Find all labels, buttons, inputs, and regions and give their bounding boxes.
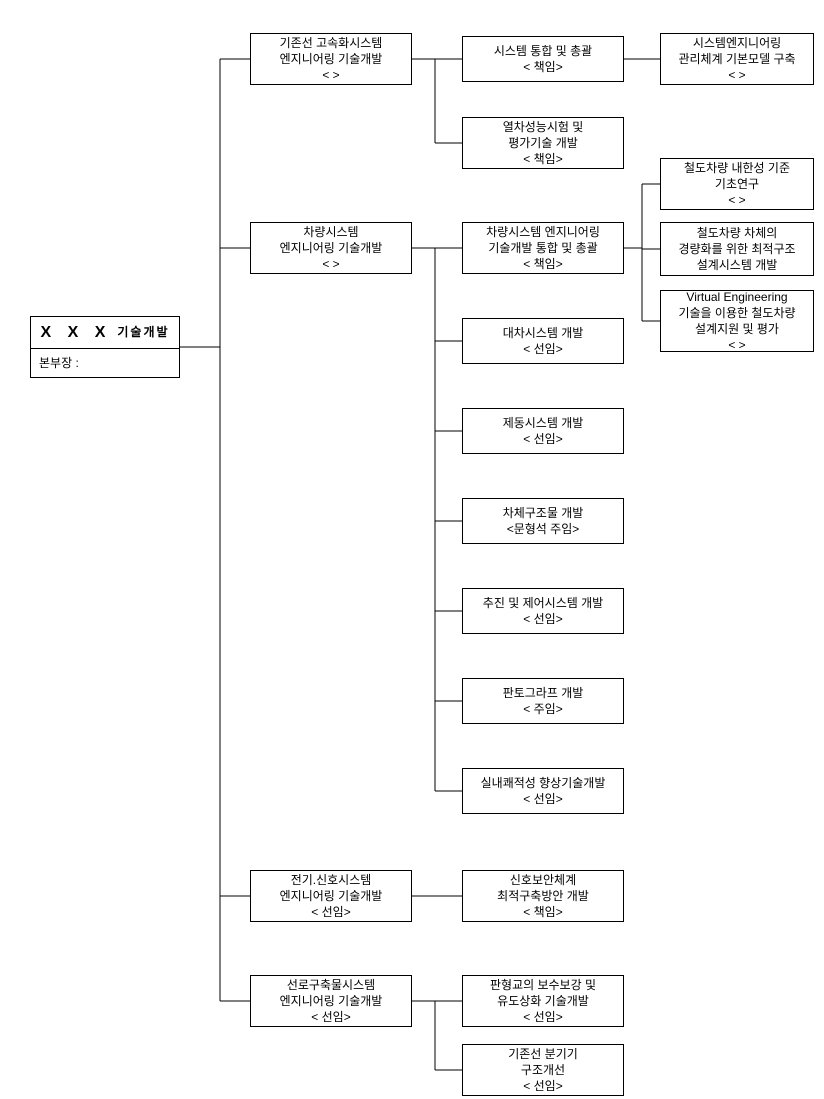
node-sublabel: < 선임> — [311, 904, 350, 920]
node-line2: 엔지니어링 기술개발 — [280, 888, 383, 904]
root-label: 기술개발 — [117, 324, 169, 340]
node-line1: 열차성능시험 및 — [503, 119, 584, 135]
node-sublabel: < 책임> — [523, 59, 562, 75]
node-l3-4: 제동시스템 개발< 선임> — [462, 408, 624, 454]
node-sublabel: < > — [728, 192, 745, 208]
node-line1: 제동시스템 개발 — [503, 415, 584, 431]
node-l3-5: 차체구조물 개발<문형석 주임> — [462, 498, 624, 544]
node-line1: 판형교의 보수보강 및 — [490, 977, 596, 993]
node-sublabel: < 주임> — [523, 701, 562, 717]
node-line2: 엔지니어링 기술개발 — [280, 240, 383, 256]
node-line2: 엔지니어링 기술개발 — [280, 51, 383, 67]
node-sublabel: < 선임> — [523, 431, 562, 447]
node-l3-7: 판토그라프 개발< 주임> — [462, 678, 624, 724]
node-line1: 추진 및 제어시스템 개발 — [483, 595, 603, 611]
node-sublabel: < 선임> — [523, 1009, 562, 1025]
root-bottom-label: 본부장 : — [39, 355, 79, 371]
node-sublabel: < 책임> — [523, 904, 562, 920]
node-line2: 구조개선 — [521, 1062, 565, 1078]
node-line1: 판토그라프 개발 — [503, 685, 584, 701]
org-chart-canvas: X X X 기술개발 본부장 : 기존선 고속화시스템엔지니어링 기술개발< >… — [0, 0, 824, 1099]
node-l3-8: 실내쾌적성 향상기술개발< 선임> — [462, 768, 624, 814]
node-line2: 기초연구 — [715, 176, 759, 192]
node-line1: 선로구축물시스템 — [287, 977, 375, 993]
node-line3: 설계지원 및 평가 — [695, 321, 779, 337]
node-line1: 철도차량 내한성 기준 — [684, 160, 790, 176]
node-line1: 시스템 통합 및 총괄 — [494, 43, 592, 59]
node-sublabel: < 선임> — [523, 611, 562, 627]
node-l3-6: 추진 및 제어시스템 개발< 선임> — [462, 588, 624, 634]
root-node-bottom: 본부장 : — [30, 348, 180, 378]
node-line2: 최적구축방안 개발 — [497, 888, 589, 904]
node-line2: 엔지니어링 기술개발 — [280, 993, 383, 1009]
node-sublabel: < > — [322, 67, 339, 83]
node-l2-1: 차량시스템엔지니어링 기술개발< > — [250, 222, 412, 274]
node-l4-2: 철도차량 차체의경량화를 위한 최적구조설계시스템 개발 — [660, 222, 814, 276]
node-l3-11: 기존선 분기기구조개선< 선임> — [462, 1044, 624, 1096]
node-l3-3: 대차시스템 개발< 선임> — [462, 318, 624, 364]
node-line1: 기존선 고속화시스템 — [280, 35, 383, 51]
node-l4-3: Virtual Engineering기술을 이용한 철도차량설계지원 및 평가… — [660, 290, 814, 352]
node-l4-0: 시스템엔지니어링관리체계 기본모델 구축< > — [660, 33, 814, 85]
node-l3-0: 시스템 통합 및 총괄< 책임> — [462, 36, 624, 82]
node-l2-0: 기존선 고속화시스템엔지니어링 기술개발< > — [250, 33, 412, 85]
node-line2: 기술개발 통합 및 총괄 — [488, 240, 597, 256]
node-l2-2: 전기.신호시스템엔지니어링 기술개발< 선임> — [250, 870, 412, 922]
node-sublabel: < 선임> — [523, 1078, 562, 1094]
node-line2: 유도상화 기술개발 — [497, 993, 589, 1009]
node-line3: 설계시스템 개발 — [697, 257, 778, 273]
node-line1: 철도차량 차체의 — [697, 225, 778, 241]
node-sublabel: < > — [322, 256, 339, 272]
node-sublabel: < 선임> — [523, 791, 562, 807]
node-l3-9: 신호보안체계최적구축방안 개발< 책임> — [462, 870, 624, 922]
node-line1: 차량시스템 — [303, 224, 358, 240]
node-line1: 시스템엔지니어링 — [693, 35, 781, 51]
node-sublabel: < > — [728, 337, 745, 353]
node-line1: 차체구조물 개발 — [503, 505, 584, 521]
root-xxx: X X X — [40, 322, 111, 344]
node-sublabel: < 선임> — [523, 341, 562, 357]
node-line1: Virtual Engineering — [686, 289, 787, 305]
node-sublabel: < 책임> — [523, 256, 562, 272]
node-line1: 대차시스템 개발 — [503, 325, 584, 341]
node-sublabel: <문형석 주임> — [507, 521, 580, 537]
node-sublabel: < 선임> — [311, 1009, 350, 1025]
node-l4-1: 철도차량 내한성 기준기초연구< > — [660, 158, 814, 210]
node-line1: 신호보안체계 — [510, 872, 576, 888]
node-line2: 경량화를 위한 최적구조 — [678, 241, 795, 257]
node-l3-10: 판형교의 보수보강 및유도상화 기술개발< 선임> — [462, 975, 624, 1027]
node-line1: 기존선 분기기 — [508, 1046, 578, 1062]
node-line2: 기술을 이용한 철도차량 — [678, 305, 795, 321]
node-line1: 차량시스템 엔지니어링 — [486, 224, 600, 240]
node-l2-3: 선로구축물시스템엔지니어링 기술개발< 선임> — [250, 975, 412, 1027]
node-sublabel: < > — [728, 67, 745, 83]
node-line1: 실내쾌적성 향상기술개발 — [481, 775, 606, 791]
node-line1: 전기.신호시스템 — [291, 872, 372, 888]
node-l3-2: 차량시스템 엔지니어링기술개발 통합 및 총괄< 책임> — [462, 222, 624, 274]
node-line2: 평가기술 개발 — [508, 135, 578, 151]
node-line2: 관리체계 기본모델 구축 — [678, 51, 795, 67]
root-node-top: X X X 기술개발 — [30, 316, 180, 348]
node-sublabel: < 책임> — [523, 151, 562, 167]
node-l3-1: 열차성능시험 및평가기술 개발< 책임> — [462, 117, 624, 169]
